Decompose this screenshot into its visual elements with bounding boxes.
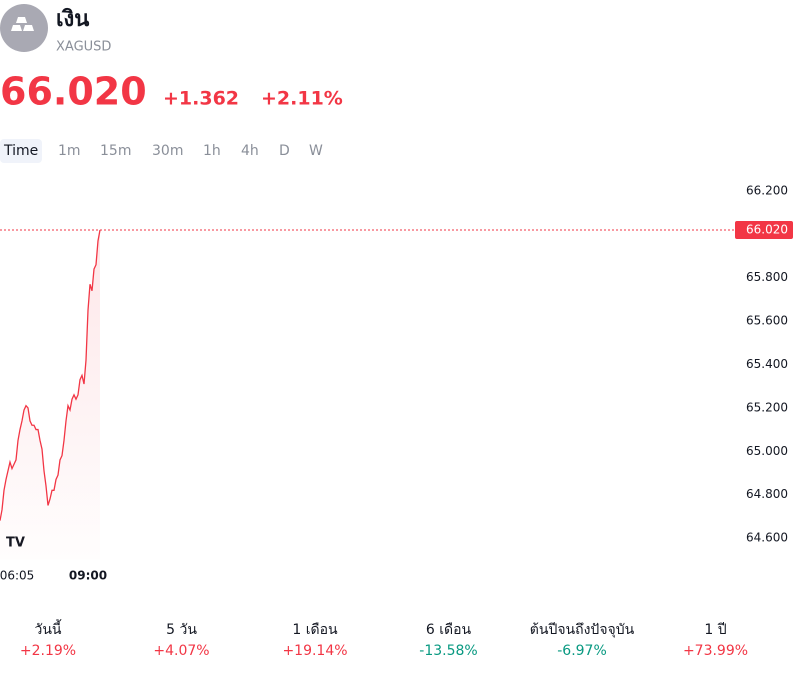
- timeframe-label: D: [279, 143, 290, 159]
- timeframe-tab[interactable]: 4h: [241, 143, 259, 159]
- performance-period: ต้นปีจนถึงปัจจุบัน: [530, 622, 635, 638]
- performance-value: -13.58%: [419, 643, 477, 659]
- last-price: 66.020: [0, 70, 147, 114]
- timeframe-label: Time: [3, 143, 38, 159]
- timeframe-label: 4h: [241, 143, 259, 159]
- performance-period: 5 วัน: [166, 622, 197, 638]
- area: [0, 230, 100, 560]
- x-tick-label: 06:05: [0, 569, 34, 583]
- performance-period: 1 ปี: [704, 622, 726, 638]
- last-price-badge-label: 66.020: [746, 223, 788, 237]
- timeframe-label: 30m: [152, 143, 183, 159]
- y-tick-label: 66.200: [746, 183, 788, 197]
- timeframe-tab[interactable]: 30m: [152, 143, 183, 159]
- x-tick-label: 09:00: [69, 569, 107, 583]
- timeframe-tab[interactable]: 15m: [100, 143, 131, 159]
- price-change-percent: +2.11%: [261, 88, 343, 110]
- performance-period: วันนี้: [34, 619, 62, 638]
- timeframe-tab[interactable]: 1m: [58, 143, 81, 159]
- timeframe-tab[interactable]: D: [279, 143, 290, 159]
- symbol-code: XAGUSD: [56, 40, 111, 55]
- tab-selected-bg: [0, 139, 42, 163]
- symbol-title: เงิน: [56, 7, 89, 32]
- y-tick-label: 65.400: [746, 357, 788, 371]
- performance-value: +73.99%: [683, 643, 748, 659]
- timeframe-tab[interactable]: 1h: [203, 143, 221, 159]
- timeframe-tab[interactable]: W: [309, 143, 323, 159]
- price-change: +1.362: [163, 88, 239, 110]
- y-tick-label: 65.800: [746, 270, 788, 284]
- y-tick-label: 65.600: [746, 314, 788, 328]
- y-tick-label: 65.200: [746, 400, 788, 414]
- timeframe-label: 15m: [100, 143, 131, 159]
- performance-value: +19.14%: [282, 643, 347, 659]
- price-line: [0, 229, 101, 521]
- performance-value: -6.97%: [557, 643, 607, 659]
- performance-period: 1 เดือน: [292, 622, 338, 638]
- y-tick-label: 64.800: [746, 487, 788, 501]
- timeframe-label: W: [309, 143, 323, 159]
- y-tick-label: 64.600: [746, 531, 788, 545]
- timeframe-label: 1h: [203, 143, 221, 159]
- timeframe-tab[interactable]: Time: [0, 139, 42, 163]
- symbol-icon: [0, 4, 48, 52]
- performance-value: +2.19%: [20, 643, 76, 659]
- performance-value: +4.07%: [153, 643, 209, 659]
- timeframe-label: 1m: [58, 143, 81, 159]
- performance-period: 6 เดือน: [426, 622, 472, 638]
- y-tick-label: 65.000: [746, 444, 788, 458]
- last-price-badge: [735, 221, 793, 240]
